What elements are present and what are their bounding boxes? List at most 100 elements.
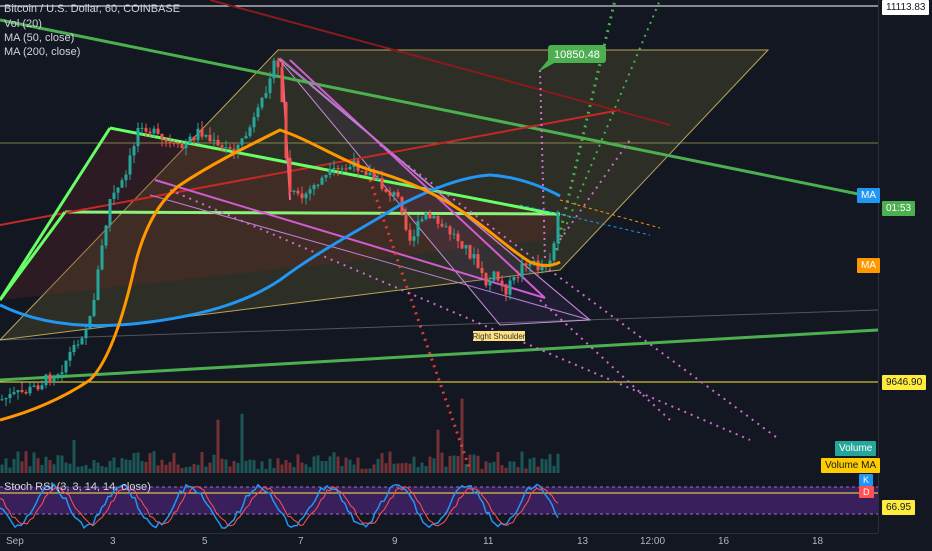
candle-body[interactable] (452, 233, 456, 235)
candle-body[interactable] (100, 245, 104, 270)
candle-body[interactable] (172, 142, 176, 144)
candle-body[interactable] (320, 177, 324, 185)
candle-body[interactable] (440, 223, 444, 227)
stoch-rsi-chart[interactable] (0, 480, 878, 533)
candle-body[interactable] (152, 128, 156, 134)
candle-body[interactable] (192, 136, 196, 141)
candle-body[interactable] (316, 184, 320, 186)
candle-body[interactable] (444, 226, 448, 228)
candle-body[interactable] (504, 284, 508, 295)
candle-body[interactable] (116, 187, 120, 193)
green-channel-top[interactable] (109, 126, 561, 217)
candle-body[interactable] (264, 93, 268, 98)
candle-body[interactable] (252, 117, 256, 128)
candle-body[interactable] (232, 148, 236, 152)
stoch-rsi-pane[interactable]: Stoch RSI (3, 3, 14, 14, close) (0, 480, 878, 533)
candle-body[interactable] (32, 385, 36, 387)
price-chart[interactable]: 10850.48 Right Shoulder (0, 0, 879, 480)
candle-body[interactable] (112, 192, 116, 199)
candle-body[interactable] (432, 215, 436, 219)
candle-body[interactable] (164, 138, 168, 142)
candle-body[interactable] (304, 193, 308, 199)
ma200-line[interactable] (0, 173, 561, 328)
candle-body[interactable] (24, 391, 28, 394)
candle-body[interactable] (380, 178, 384, 189)
candle-body[interactable] (308, 189, 312, 194)
green-trendline-bottom[interactable] (0, 328, 879, 382)
symbol-title[interactable]: Bitcoin / U.S. Dollar, 60, COINBASE (4, 3, 181, 15)
candle-body[interactable] (52, 378, 56, 383)
candle-body[interactable] (416, 221, 420, 237)
candle-body[interactable] (424, 212, 428, 220)
indicator-ma50[interactable]: MA (50, close) (4, 32, 75, 44)
candle-body[interactable] (104, 225, 108, 246)
candle-body[interactable] (204, 134, 208, 137)
blue-dotted[interactable] (519, 204, 651, 236)
candle-body[interactable] (156, 128, 160, 134)
candle-body[interactable] (188, 136, 192, 144)
purple-line-1[interactable] (154, 179, 546, 299)
candle-body[interactable] (364, 171, 368, 176)
candle-body[interactable] (556, 213, 560, 244)
candle-body[interactable] (132, 146, 136, 156)
candle-body[interactable] (412, 236, 416, 241)
pink-dotted-1[interactable] (379, 144, 781, 441)
candle-body[interactable] (140, 127, 144, 129)
candle-body[interactable] (84, 329, 88, 339)
candle-body[interactable] (276, 60, 280, 68)
candle-body[interactable] (168, 141, 172, 143)
candle-body[interactable] (476, 254, 480, 268)
candle-body[interactable] (56, 374, 60, 379)
candle-body[interactable] (256, 107, 260, 118)
red-trendline-top[interactable] (209, 0, 671, 126)
candle-body[interactable] (324, 174, 328, 178)
neckline[interactable] (64, 210, 561, 216)
candle-body[interactable] (368, 172, 372, 176)
green-channel-joint[interactable] (0, 211, 67, 301)
candle-body[interactable] (420, 219, 424, 222)
candle-body[interactable] (184, 143, 188, 149)
candle-body[interactable] (336, 168, 340, 170)
purple-line-3[interactable] (149, 194, 591, 321)
candle-body[interactable] (108, 198, 112, 226)
candle-body[interactable] (244, 135, 248, 139)
candle-body[interactable] (28, 386, 32, 394)
candle-body[interactable] (216, 139, 220, 146)
candle-body[interactable] (224, 147, 228, 149)
candle-body[interactable] (36, 385, 40, 390)
candle-body[interactable] (428, 212, 432, 219)
stoch-rsi-title[interactable]: Stoch RSI (3, 3, 14, 14, close) (4, 481, 151, 493)
candle-body[interactable] (124, 174, 128, 181)
candle-body[interactable] (496, 271, 500, 281)
candle-body[interactable] (372, 172, 376, 180)
candle-body[interactable] (144, 127, 148, 132)
candle-body[interactable] (8, 394, 12, 399)
candle-body[interactable] (92, 299, 96, 317)
green-channel-left[interactable] (0, 127, 112, 301)
candle-body[interactable] (120, 180, 124, 188)
candle-body[interactable] (404, 213, 408, 230)
candle-body[interactable] (448, 226, 452, 235)
indicator-ma200[interactable]: MA (200, close) (4, 46, 81, 58)
candle-body[interactable] (296, 190, 300, 194)
candle-body[interactable] (436, 215, 440, 224)
candle-body[interactable] (300, 193, 304, 199)
candle-body[interactable] (384, 188, 388, 192)
candle-body[interactable] (88, 316, 92, 330)
indicator-vol[interactable]: Vol (20) (4, 18, 42, 30)
orange-dotted[interactable] (559, 199, 661, 229)
candle-body[interactable] (80, 338, 84, 345)
time-axis[interactable]: Sep 3 5 7 9 11 13 12:00 16 18 (0, 533, 878, 551)
candle-body[interactable] (540, 265, 544, 271)
candle-body[interactable] (484, 273, 488, 286)
candle-body[interactable] (512, 277, 516, 281)
candle-body[interactable] (96, 269, 100, 300)
candle-body[interactable] (492, 271, 496, 281)
candle-body[interactable] (176, 143, 180, 145)
candle-body[interactable] (248, 127, 252, 136)
candle-body[interactable] (332, 168, 336, 170)
candle-body[interactable] (360, 170, 364, 172)
target-callout[interactable]: 10850.48 (538, 45, 606, 72)
candle-body[interactable] (20, 390, 24, 392)
candle-body[interactable] (44, 374, 48, 386)
